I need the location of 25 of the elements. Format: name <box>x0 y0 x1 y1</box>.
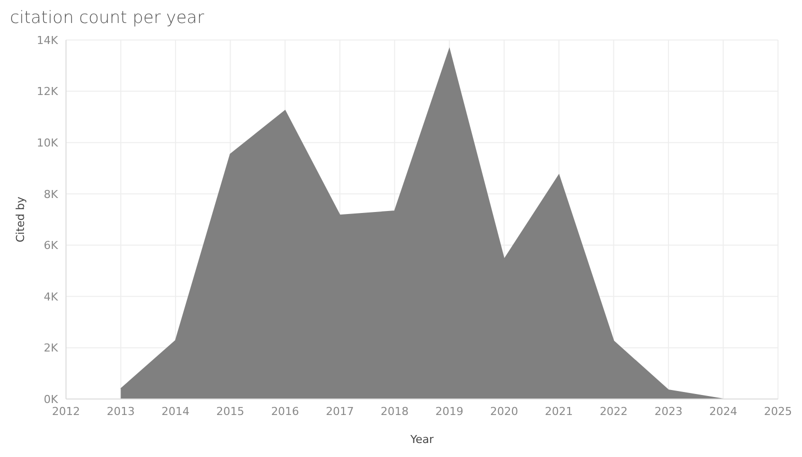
x-tick-label: 2022 <box>600 404 628 418</box>
x-tick-label: 2013 <box>106 404 135 418</box>
y-tick-label: 14K <box>36 34 59 47</box>
x-tick-label: 2024 <box>709 404 738 418</box>
x-axis-title: Year <box>409 433 434 446</box>
y-tick-label: 0K <box>44 392 59 406</box>
x-tick-label: 2017 <box>326 404 354 418</box>
x-tick-label: 2018 <box>380 404 409 418</box>
x-tick-label: 2014 <box>162 404 190 418</box>
x-tick-label: 2012 <box>52 404 80 418</box>
x-tick-label: 2021 <box>544 404 573 418</box>
chart-title: citation count per year <box>9 8 206 30</box>
y-tick-label: 10K <box>36 136 59 150</box>
y-tick-label: 2K <box>44 342 59 355</box>
y-tick-label: 4K <box>44 290 59 304</box>
y-tick-label: 6K <box>44 239 59 252</box>
y-tick-label: 8K <box>44 188 59 201</box>
y-axis-title: Cited by <box>14 196 27 242</box>
x-tick-label: 2020 <box>490 404 518 418</box>
x-tick-label: 2025 <box>764 404 792 418</box>
x-tick-label: 2016 <box>271 404 300 418</box>
x-tick-label: 2019 <box>435 404 464 418</box>
x-tick-label: 2015 <box>216 404 244 418</box>
x-tick-label: 2023 <box>654 404 682 418</box>
y-tick-label: 12K <box>36 85 59 98</box>
